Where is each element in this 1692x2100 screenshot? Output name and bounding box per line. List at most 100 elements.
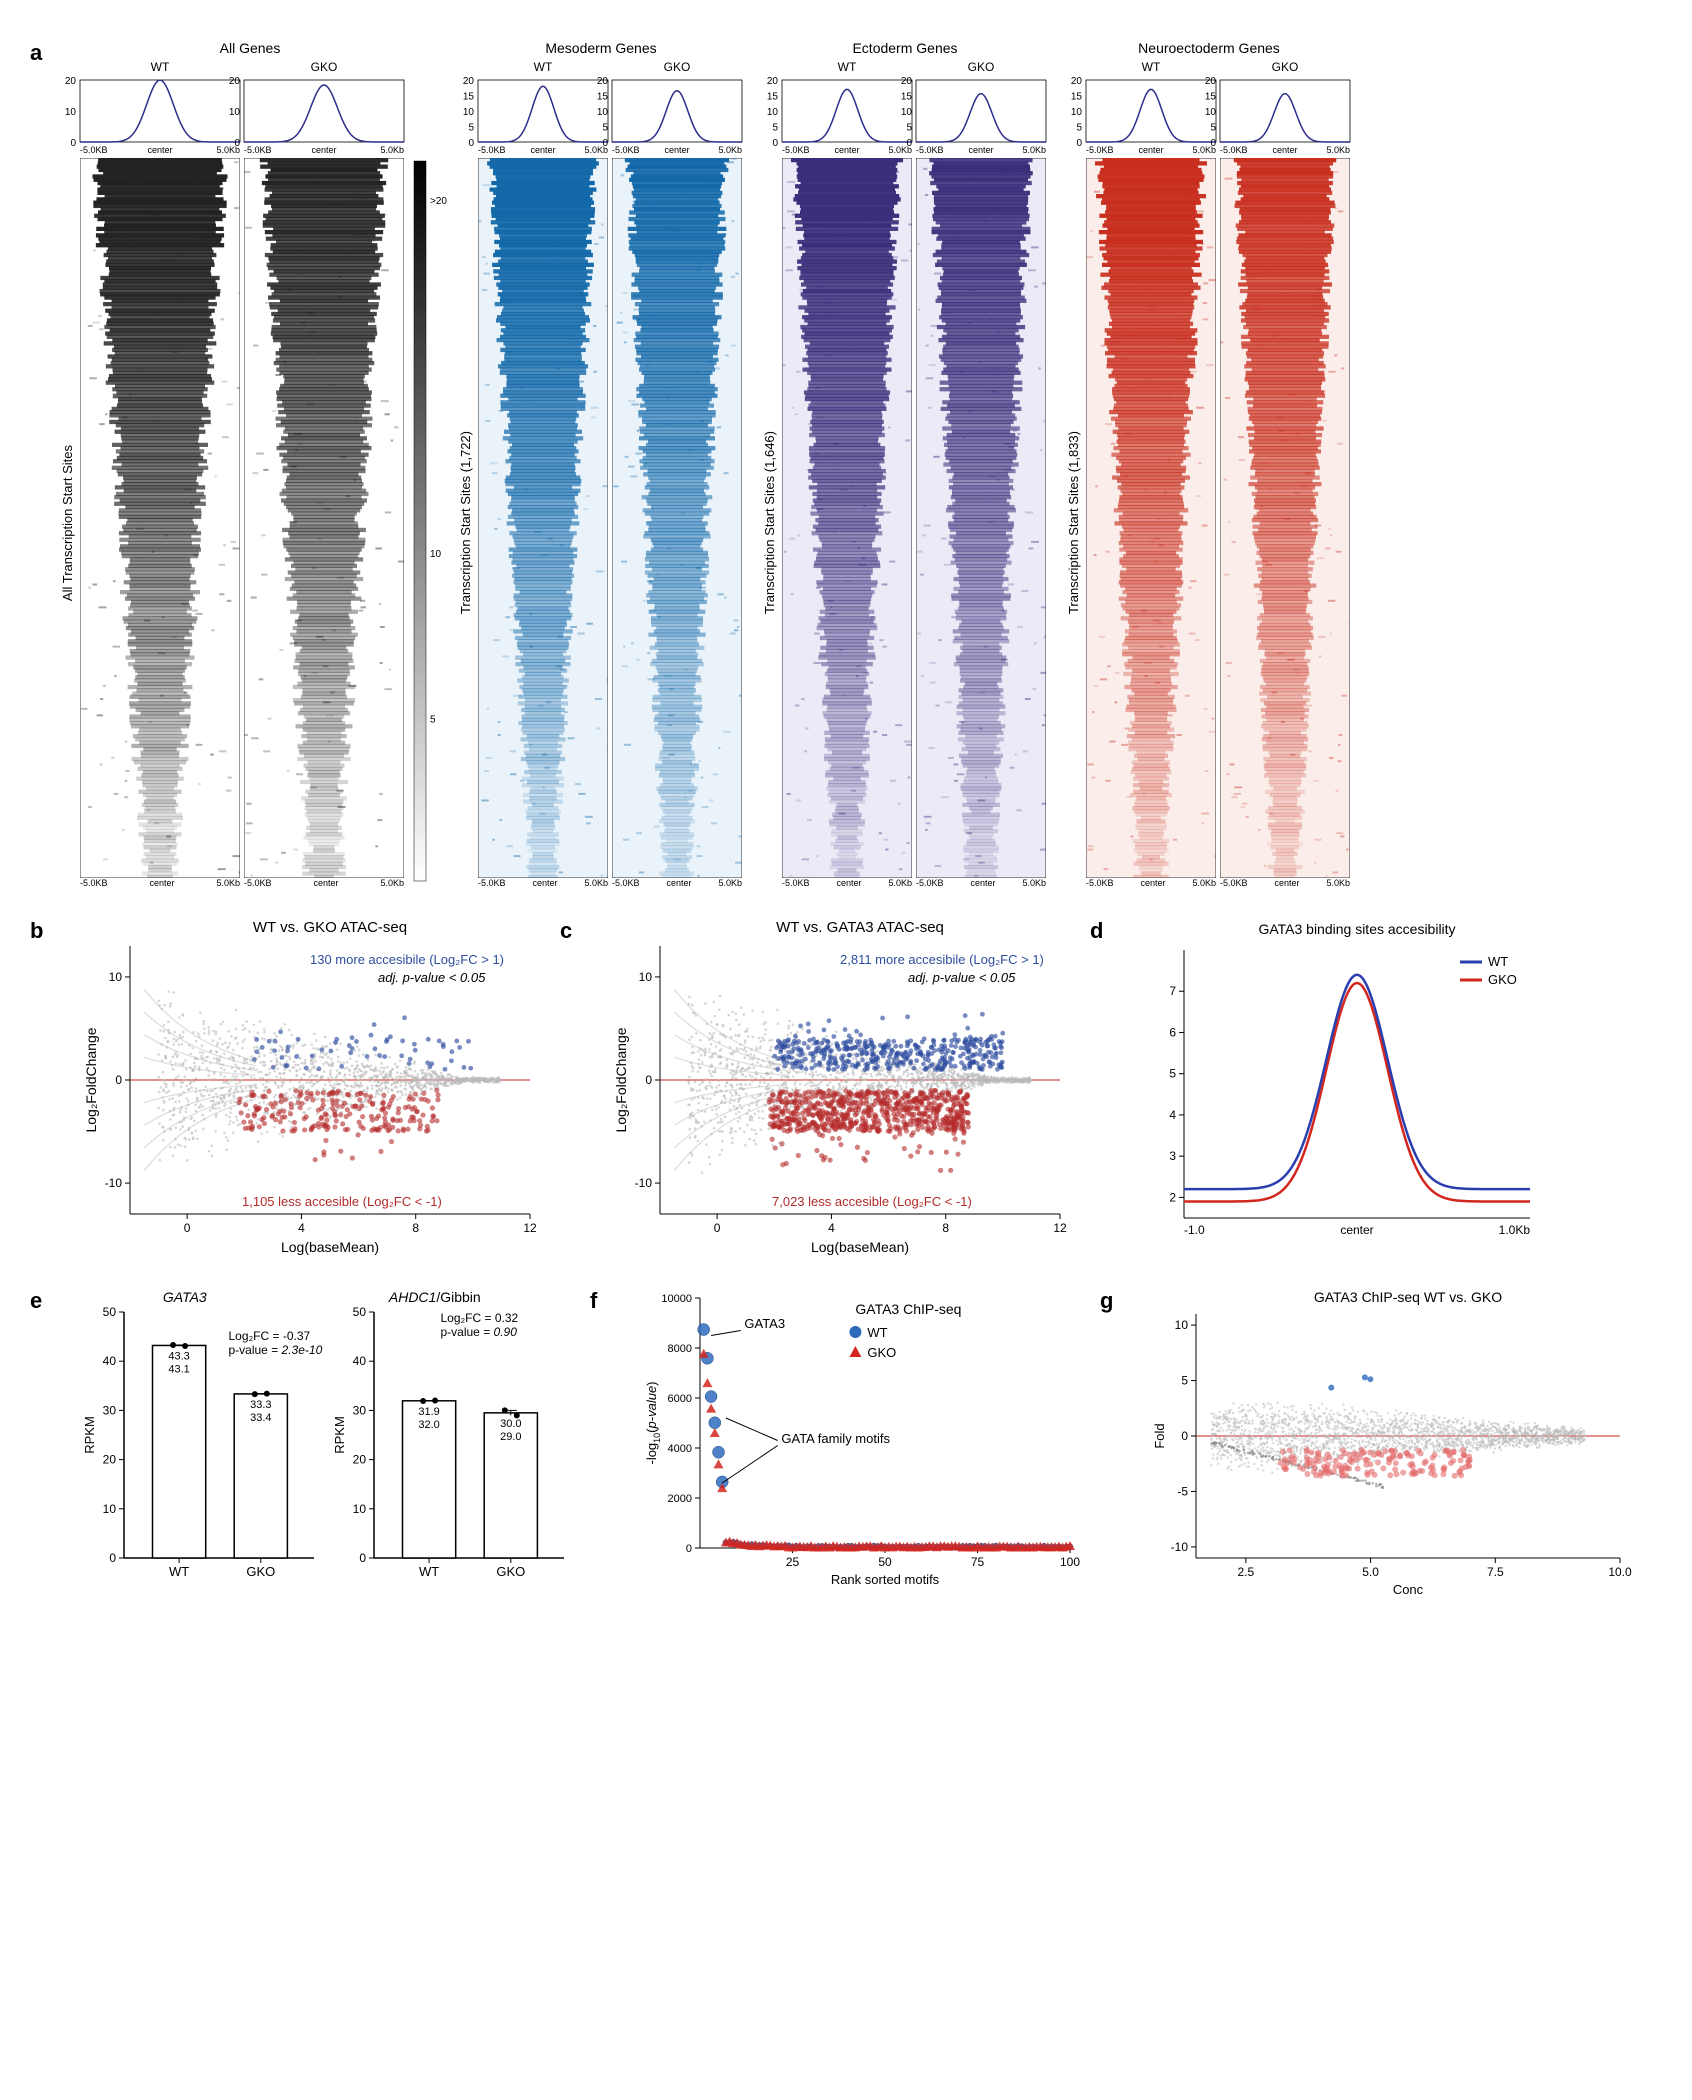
svg-text:-5.0KB: -5.0KB: [80, 145, 108, 155]
svg-text:-5.0KB: -5.0KB: [916, 145, 944, 155]
panel-a-label: a: [30, 40, 42, 65]
svg-text:center: center: [530, 145, 555, 155]
svg-text:4: 4: [828, 1221, 835, 1235]
svg-text:5: 5: [468, 123, 474, 134]
svg-text:8: 8: [942, 1221, 949, 1235]
svg-text:20: 20: [229, 76, 241, 87]
profile-plot: 05101520-5.0KBcenter5.0Kb: [1086, 74, 1216, 154]
heatmap-xaxis: -5.0KBcenter5.0Kb: [782, 878, 912, 888]
svg-text:-5.0KB: -5.0KB: [1086, 145, 1114, 155]
svg-text:5.0Kb: 5.0Kb: [1326, 145, 1350, 155]
svg-text:5.0Kb: 5.0Kb: [1022, 145, 1046, 155]
svg-text:5: 5: [906, 123, 912, 134]
panel-c: 04812-10010WT vs. GATA3 ATAC-seqLog(base…: [610, 918, 1070, 1263]
svg-text:0: 0: [184, 1221, 191, 1235]
svg-text:10: 10: [430, 549, 442, 560]
svg-text:0: 0: [234, 138, 240, 149]
heatmap-xaxis: -5.0KBcenter5.0Kb: [612, 878, 742, 888]
svg-text:5: 5: [772, 123, 778, 134]
svg-text:-10: -10: [105, 1176, 123, 1190]
svg-text:10: 10: [1205, 107, 1217, 118]
condition-label: GKO: [968, 60, 995, 74]
svg-text:center: center: [311, 145, 336, 155]
svg-text:10: 10: [767, 107, 779, 118]
panel-e-label: e: [30, 1288, 42, 1313]
svg-text:20: 20: [767, 76, 779, 87]
heatmap-ylabel: Transcription Start Sites (1,646): [762, 431, 780, 614]
svg-text:15: 15: [597, 92, 609, 103]
svg-text:center: center: [1138, 145, 1163, 155]
panel-a-row: a All GenesWT01020-5.0KBcenter5.0KbGKO01…: [30, 40, 1662, 888]
svg-text:>20: >20: [430, 196, 447, 207]
condition-label: WT: [151, 60, 170, 74]
svg-text:7,023 less accesible (Log₂FC <: 7,023 less accesible (Log₂FC < -1): [772, 1194, 972, 1209]
group-title: Neuroectoderm Genes: [1066, 40, 1352, 56]
svg-text:5: 5: [1210, 123, 1216, 134]
heatmap-xaxis: -5.0KBcenter5.0Kb: [244, 878, 404, 888]
heatmap-group: Mesoderm GenesWT05101520-5.0KBcenter5.0K…: [458, 40, 744, 888]
svg-text:0: 0: [70, 138, 76, 149]
heatmap: [1086, 158, 1216, 878]
profile-plot: 05101520-5.0KBcenter5.0Kb: [916, 74, 1046, 154]
svg-text:0: 0: [1210, 138, 1216, 149]
heatmap: [1220, 158, 1350, 878]
panel-g: GATA3 ChIP-seq WT vs. GKO2.55.07.510.0-1…: [1150, 1288, 1630, 1603]
ma-plot: 04812-10010WT vs. GATA3 ATAC-seqLog(base…: [610, 918, 1070, 1258]
svg-text:Log(baseMean): Log(baseMean): [281, 1239, 379, 1255]
svg-text:Log₂FoldChange: Log₂FoldChange: [613, 1027, 629, 1132]
profile-plot: 05101520-5.0KBcenter5.0Kb: [1220, 74, 1350, 154]
heatmap-xaxis: -5.0KBcenter5.0Kb: [80, 878, 240, 888]
svg-text:0: 0: [645, 1073, 652, 1087]
condition-label: GKO: [311, 60, 338, 74]
bar-chart: AHDC1/Gibbin01020304050RPKM31.932.0WT30.…: [330, 1288, 570, 1588]
condition-label: WT: [534, 60, 553, 74]
svg-text:20: 20: [65, 76, 77, 87]
panel-b-label: b: [30, 918, 43, 943]
heatmap-group: Neuroectoderm GenesWT05101520-5.0KBcente…: [1066, 40, 1352, 888]
ma-plot: 04812-10010WT vs. GKO ATAC-seqLog(baseMe…: [80, 918, 540, 1258]
svg-text:12: 12: [1053, 1221, 1067, 1235]
svg-text:130 more accesibile (Log₂FC >: 130 more accesibile (Log₂FC > 1): [310, 952, 504, 967]
svg-text:-5.0KB: -5.0KB: [612, 145, 640, 155]
svg-text:15: 15: [767, 92, 779, 103]
svg-text:15: 15: [901, 92, 913, 103]
panel-e: GATA301020304050RPKM43.343.1WT33.333.4GK…: [80, 1288, 570, 1603]
panel-b: 04812-10010WT vs. GKO ATAC-seqLog(baseMe…: [80, 918, 540, 1263]
heatmap-xaxis: -5.0KBcenter5.0Kb: [1220, 878, 1350, 888]
svg-text:8: 8: [412, 1221, 419, 1235]
profile-plot: 01020-5.0KBcenter5.0Kb: [244, 74, 404, 154]
profile-plot: 05101520-5.0KBcenter5.0Kb: [612, 74, 742, 154]
svg-text:WT vs. GKO ATAC-seq: WT vs. GKO ATAC-seq: [253, 919, 407, 936]
svg-text:2,811 more accesibile (Log₂FC: 2,811 more accesibile (Log₂FC > 1): [840, 952, 1044, 967]
heatmap-xaxis: -5.0KBcenter5.0Kb: [916, 878, 1046, 888]
svg-text:20: 20: [901, 76, 913, 87]
svg-text:-5.0KB: -5.0KB: [244, 145, 272, 155]
svg-text:center: center: [968, 145, 993, 155]
svg-text:0: 0: [468, 138, 474, 149]
svg-text:WT vs. GATA3 ATAC-seq: WT vs. GATA3 ATAC-seq: [776, 919, 944, 936]
panel-g-label: g: [1100, 1288, 1113, 1313]
svg-text:center: center: [1272, 145, 1297, 155]
panel-d-label: d: [1090, 918, 1103, 943]
svg-text:10: 10: [463, 107, 475, 118]
bar-chart: GATA301020304050RPKM43.343.1WT33.333.4GK…: [80, 1288, 320, 1588]
svg-text:Log(baseMean): Log(baseMean): [811, 1239, 909, 1255]
svg-text:4: 4: [298, 1221, 305, 1235]
heatmap: [916, 158, 1046, 878]
panel-f-label: f: [590, 1288, 597, 1313]
heatmap-ylabel: Transcription Start Sites (1,833): [1066, 431, 1084, 614]
profile-plot: 01020-5.0KBcenter5.0Kb: [80, 74, 240, 154]
svg-text:5: 5: [602, 123, 608, 134]
svg-text:15: 15: [1071, 92, 1083, 103]
condition-label: GKO: [664, 60, 691, 74]
group-title: All Genes: [60, 40, 440, 56]
svg-text:5: 5: [430, 714, 436, 725]
svg-text:15: 15: [1205, 92, 1217, 103]
heatmap-xaxis: -5.0KBcenter5.0Kb: [478, 878, 608, 888]
heatmap-group: All GenesWT01020-5.0KBcenter5.0KbGKO0102…: [60, 40, 440, 888]
svg-text:10: 10: [901, 107, 913, 118]
svg-text:10: 10: [1071, 107, 1083, 118]
svg-text:10: 10: [639, 970, 653, 984]
svg-text:0: 0: [772, 138, 778, 149]
profile-plot: 05101520-5.0KBcenter5.0Kb: [478, 74, 608, 154]
